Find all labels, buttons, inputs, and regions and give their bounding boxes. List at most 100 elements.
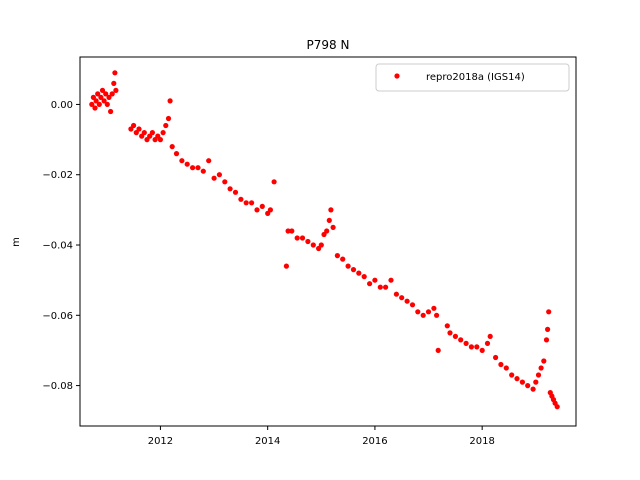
legend-label: repro2018a (IGS14) — [426, 72, 525, 83]
data-point — [216, 172, 222, 178]
x-tick-label: 2012 — [148, 436, 173, 447]
data-point — [498, 361, 504, 368]
data-point — [321, 231, 327, 238]
data-point — [326, 217, 332, 223]
data-point — [340, 256, 346, 262]
data-point — [350, 267, 357, 273]
data-point — [367, 281, 373, 287]
data-point — [222, 179, 228, 185]
data-point — [104, 101, 110, 107]
data-point — [447, 330, 453, 336]
legend-box — [375, 63, 570, 92]
data-point — [111, 80, 117, 86]
data-point — [334, 253, 340, 259]
data-point — [468, 344, 474, 350]
data-point — [356, 270, 362, 276]
data-point — [96, 101, 102, 107]
data-point — [101, 98, 107, 104]
data-point — [425, 309, 432, 315]
data-point — [435, 347, 441, 353]
data-point — [484, 340, 491, 346]
scatter-points — [89, 70, 560, 410]
data-point — [149, 130, 155, 136]
data-point — [525, 383, 531, 389]
data-point — [377, 284, 383, 290]
data-point — [128, 126, 134, 132]
data-point — [530, 386, 536, 392]
data-point — [543, 337, 550, 343]
data-point — [109, 91, 115, 97]
data-point — [144, 137, 150, 143]
data-point — [294, 235, 300, 241]
data-point — [165, 115, 172, 122]
data-point — [112, 70, 118, 76]
data-point — [452, 333, 458, 339]
data-point — [330, 224, 336, 230]
data-point — [393, 291, 399, 297]
data-point — [190, 165, 196, 171]
data-point — [299, 235, 306, 241]
data-point — [431, 305, 437, 311]
data-point — [254, 207, 260, 213]
data-point — [479, 347, 485, 353]
data-point — [93, 98, 99, 104]
legend-marker — [394, 73, 400, 79]
data-point — [415, 309, 421, 315]
data-point — [98, 94, 104, 100]
data-point — [195, 165, 201, 171]
data-point — [383, 284, 389, 290]
data-point — [409, 302, 416, 308]
data-point — [160, 130, 166, 136]
data-point — [108, 108, 114, 115]
y-tick-label: −0.02 — [42, 170, 73, 181]
data-point — [173, 151, 180, 157]
data-point — [289, 228, 295, 234]
data-point — [113, 87, 119, 93]
data-point — [318, 242, 324, 248]
data-point — [463, 340, 469, 346]
legend: repro2018a (IGS14) — [375, 63, 570, 92]
data-point — [92, 105, 98, 111]
y-tick-label: −0.06 — [42, 311, 73, 322]
plot-frame — [79, 56, 577, 427]
data-point — [89, 101, 95, 107]
data-point — [361, 274, 367, 280]
data-point — [554, 404, 560, 410]
data-point — [267, 207, 273, 213]
data-point — [141, 130, 147, 136]
data-point — [90, 94, 96, 100]
data-point — [249, 200, 255, 206]
data-point — [232, 189, 239, 195]
data-point — [265, 210, 271, 216]
data-point — [404, 298, 410, 304]
data-point — [328, 207, 334, 213]
data-point — [420, 312, 426, 318]
data-point — [316, 245, 322, 252]
data-point — [169, 144, 175, 150]
data-point — [103, 91, 109, 97]
data-point — [259, 203, 265, 209]
data-point — [163, 122, 169, 129]
data-point — [514, 376, 520, 382]
data-point — [133, 130, 139, 136]
y-tick-label: −0.08 — [42, 381, 73, 392]
data-point — [271, 179, 277, 185]
data-point — [345, 263, 351, 269]
y-tick-label: −0.04 — [42, 241, 73, 252]
data-point — [184, 161, 190, 167]
x-tick-label: 2016 — [362, 436, 387, 447]
y-axis: 0.00 −0.02 −0.04 −0.06 −0.08 — [42, 100, 80, 392]
data-point — [106, 94, 112, 100]
data-point — [136, 126, 142, 132]
data-point — [206, 158, 212, 164]
data-point — [538, 365, 544, 371]
data-point — [509, 372, 515, 378]
data-point — [399, 295, 405, 301]
data-point — [152, 137, 158, 143]
data-point — [372, 277, 378, 283]
data-point — [503, 365, 509, 371]
x-tick-label: 2014 — [255, 436, 280, 447]
data-point — [131, 122, 137, 129]
data-point — [546, 309, 552, 315]
